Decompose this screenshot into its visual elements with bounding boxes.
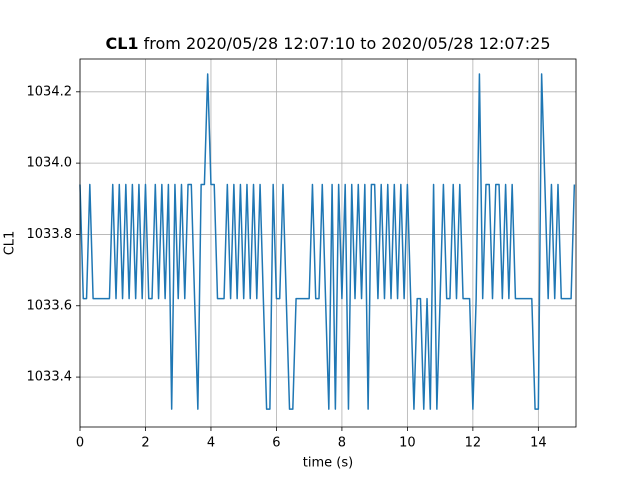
title-rest: from 2020/05/28 12:07:10 to 2020/05/28 1… bbox=[144, 34, 551, 53]
data-line bbox=[79, 73, 576, 410]
y-tick-label: 1033.4 bbox=[27, 370, 73, 385]
x-axis-label: time (s) bbox=[303, 456, 353, 471]
x-tick-label: 8 bbox=[338, 436, 346, 451]
y-tick-label: 1033.6 bbox=[27, 298, 73, 313]
x-tick-label: 12 bbox=[465, 436, 482, 451]
plot-frame bbox=[79, 58, 577, 428]
x-tick-label: 6 bbox=[272, 436, 280, 451]
y-tick-label: 1034.0 bbox=[27, 156, 73, 171]
y-tick-label: 1034.2 bbox=[27, 84, 73, 99]
y-axis-label: CL1 bbox=[3, 231, 18, 256]
x-tick-label: 2 bbox=[141, 436, 149, 451]
x-tick-label: 10 bbox=[399, 436, 416, 451]
x-tick-label: 0 bbox=[76, 436, 84, 451]
title-bold: CL1 bbox=[105, 34, 138, 53]
x-tick-label: 14 bbox=[530, 436, 547, 451]
x-tick-label: 4 bbox=[207, 436, 215, 451]
chart-title: CL1 from 2020/05/28 12:07:10 to 2020/05/… bbox=[105, 34, 550, 53]
y-tick-label: 1033.8 bbox=[27, 227, 73, 242]
